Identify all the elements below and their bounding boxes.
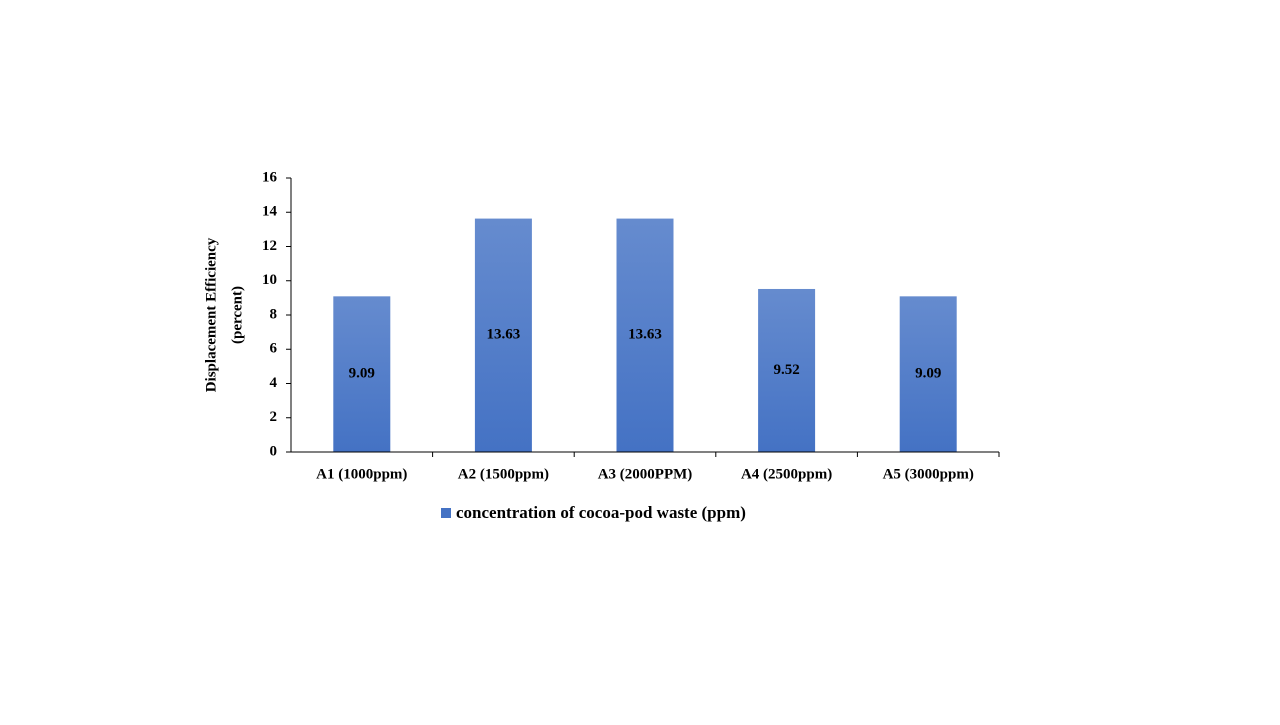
x-tick-label: A4 (2500ppm) <box>741 466 832 482</box>
x-tick-label: A2 (1500ppm) <box>458 466 549 482</box>
y-tick-label: 10 <box>262 272 277 288</box>
x-tick-label: A5 (3000ppm) <box>883 466 974 482</box>
bar <box>616 218 674 452</box>
bar <box>758 288 816 452</box>
data-label: 13.63 <box>628 327 662 343</box>
y-tick-label: 0 <box>270 443 278 459</box>
bar <box>474 218 532 452</box>
legend-label: concentration of cocoa-pod waste (ppm) <box>456 503 746 522</box>
y-tick-label: 2 <box>270 409 278 425</box>
data-label: 9.09 <box>915 366 941 382</box>
x-tick-label: A1 (1000ppm) <box>316 466 407 482</box>
x-tick-label: A3 (2000PPM) <box>598 466 693 482</box>
y-tick-label: 14 <box>262 204 278 220</box>
data-label: 9.52 <box>773 362 799 378</box>
y-axis-label: (percent) <box>229 286 245 344</box>
legend-swatch <box>441 508 451 518</box>
y-tick-label: 6 <box>270 341 278 357</box>
bar <box>899 296 957 452</box>
data-label: 9.09 <box>349 366 375 382</box>
y-axis-label: Displacement Efficiency <box>203 237 219 392</box>
data-label: 13.63 <box>487 327 521 343</box>
y-tick-label: 4 <box>270 375 278 391</box>
y-tick-label: 16 <box>262 169 278 185</box>
y-tick-label: 12 <box>262 238 277 254</box>
y-tick-label: 8 <box>270 306 278 322</box>
bar <box>333 296 391 452</box>
